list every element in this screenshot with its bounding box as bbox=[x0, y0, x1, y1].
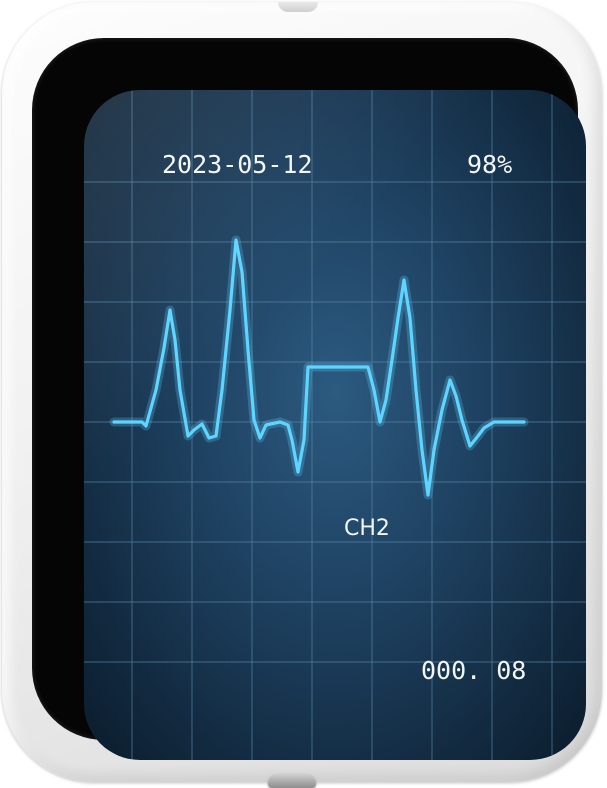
home-button-icon[interactable] bbox=[268, 774, 316, 788]
display-screen: 2023-05-12 98% CH2 000. 08 bbox=[84, 90, 586, 760]
channel-label: CH2 bbox=[344, 516, 390, 541]
battery-level: 98% bbox=[467, 150, 513, 179]
waveform-line bbox=[112, 238, 526, 497]
screen-bezel: 2023-05-12 98% CH2 000. 08 bbox=[32, 38, 586, 760]
oscilloscope-grid bbox=[84, 90, 586, 760]
power-button-icon[interactable] bbox=[278, 2, 318, 12]
date-display: 2023-05-12 bbox=[162, 150, 313, 179]
measurement-reading: 000. 08 bbox=[421, 656, 527, 685]
